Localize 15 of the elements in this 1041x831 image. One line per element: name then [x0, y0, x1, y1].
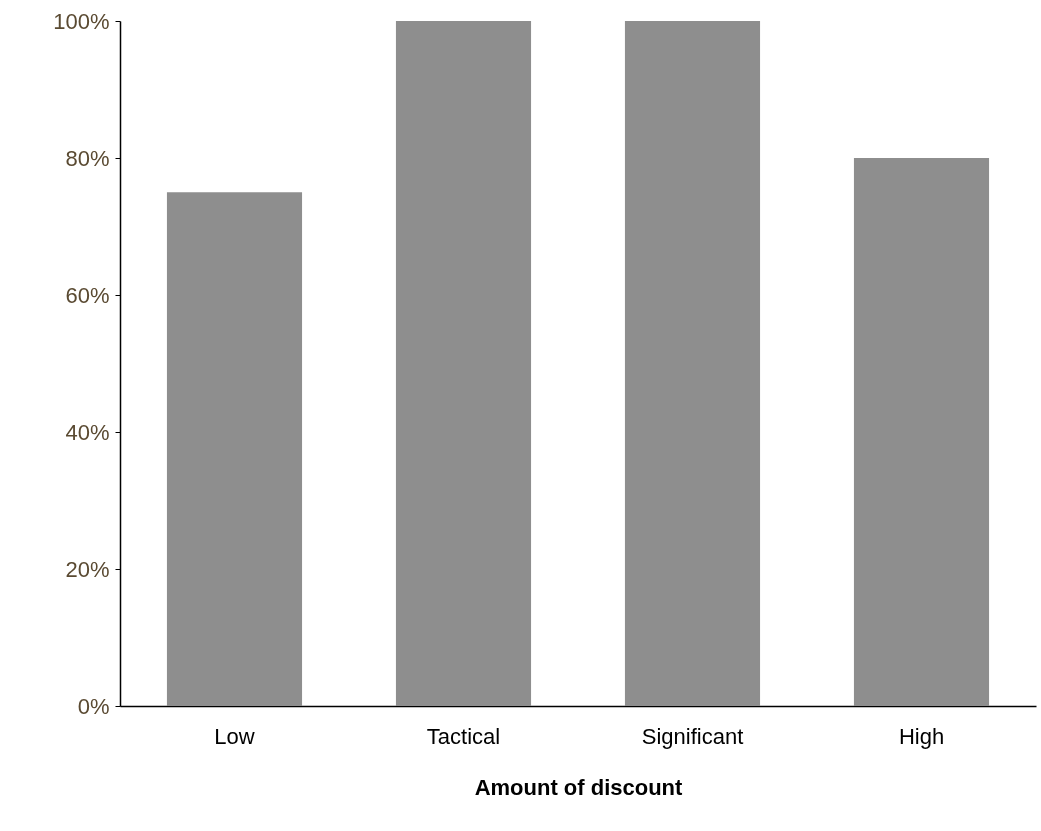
- y-tick-label: 20%: [65, 556, 110, 582]
- bar: [853, 158, 990, 706]
- y-tick-label: 60%: [65, 282, 110, 308]
- y-tick-label: 80%: [65, 145, 110, 171]
- bar: [166, 192, 303, 706]
- bar: [624, 21, 761, 706]
- x-tick-label: Low: [214, 723, 255, 749]
- x-tick-label: High: [898, 723, 945, 749]
- bar: [395, 21, 532, 706]
- y-tick-label: 40%: [65, 419, 110, 445]
- y-tick-label: 100%: [53, 8, 110, 34]
- x-tick-label: Significant: [641, 723, 744, 749]
- x-axis-title: Amount of discount: [474, 774, 684, 800]
- x-tick-label: Tactical: [426, 723, 501, 749]
- y-tick-label: 0%: [77, 693, 110, 719]
